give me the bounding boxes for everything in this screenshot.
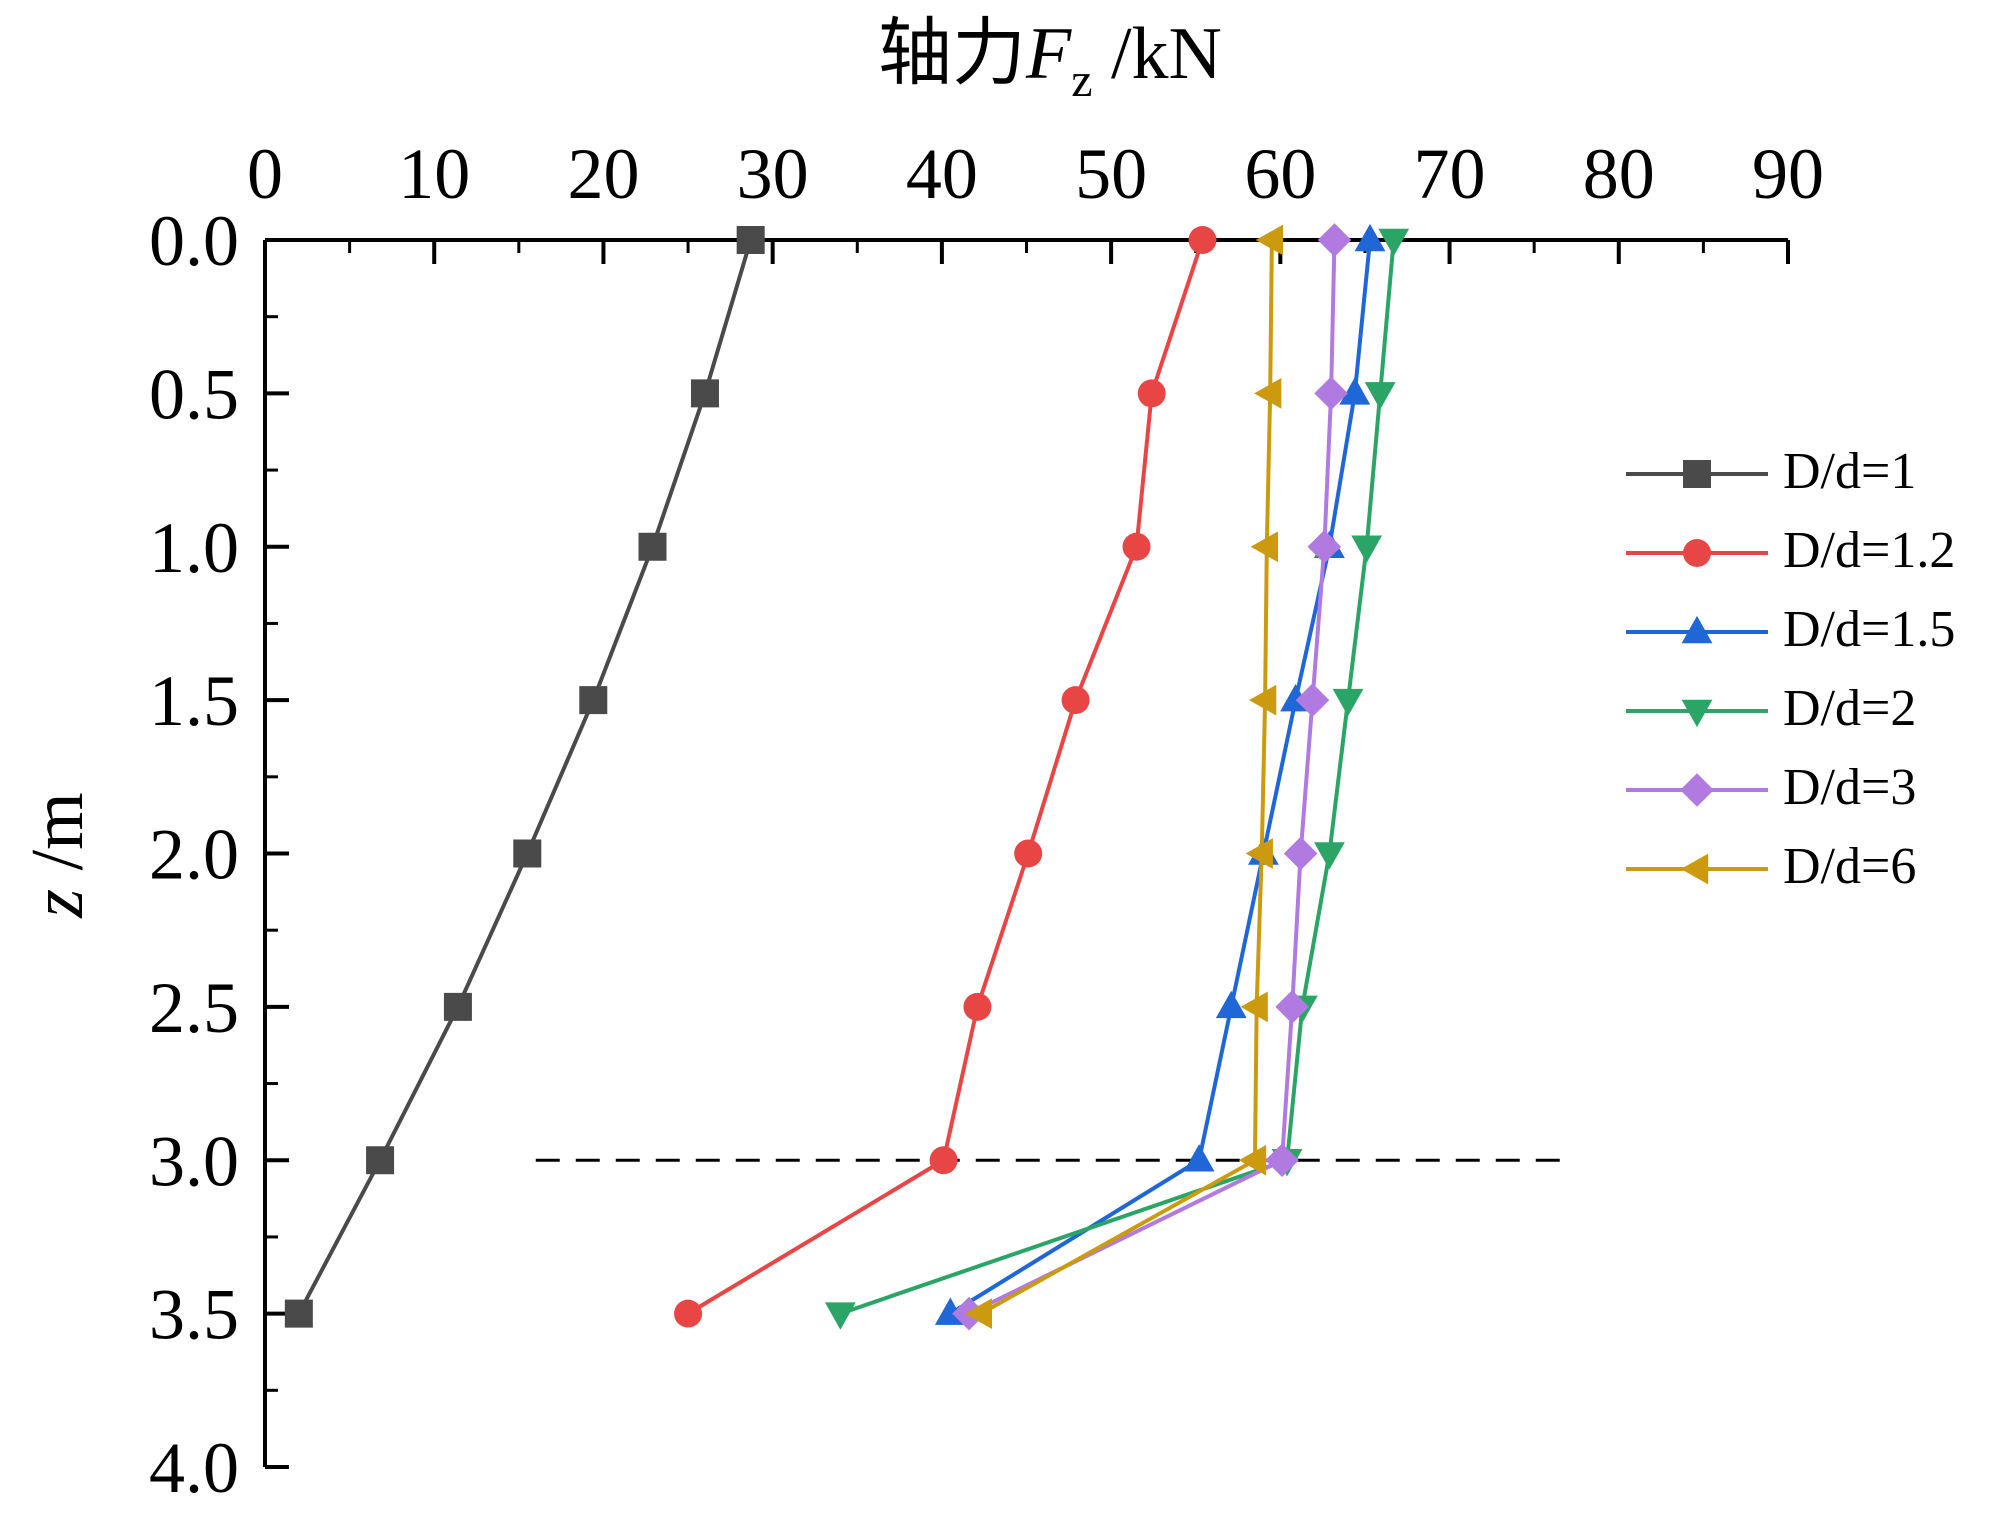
series-line bbox=[297, 239, 753, 1315]
marker bbox=[1354, 223, 1386, 252]
x-tick-label: 50 bbox=[1075, 134, 1147, 214]
series-line bbox=[949, 239, 1373, 1316]
legend-label: D/d=3 bbox=[1783, 759, 1916, 816]
marker bbox=[690, 379, 719, 408]
marker bbox=[1307, 529, 1342, 564]
legend-label: D/d=1.5 bbox=[1783, 601, 1955, 658]
marker bbox=[824, 1302, 856, 1330]
y-label-symbol: z bbox=[17, 889, 99, 919]
x-tick-label: 20 bbox=[567, 134, 639, 214]
marker bbox=[1265, 1143, 1299, 1178]
x-tick-label: 40 bbox=[906, 134, 978, 214]
marker bbox=[1215, 990, 1247, 1019]
x-tick-label: 10 bbox=[398, 134, 470, 214]
marker bbox=[1317, 223, 1352, 257]
series-line bbox=[968, 239, 1337, 1316]
y-tick-label: 0.5 bbox=[149, 354, 239, 434]
marker bbox=[1061, 686, 1090, 715]
legend-marker bbox=[1681, 615, 1713, 644]
y-tick-label: 3.5 bbox=[149, 1275, 239, 1355]
y-tick-label: 0.0 bbox=[149, 201, 239, 281]
legend-label: D/d=2 bbox=[1783, 680, 1916, 737]
marker bbox=[366, 1146, 395, 1175]
marker bbox=[1339, 377, 1371, 405]
x-label-symbol: F bbox=[1025, 13, 1072, 95]
marker bbox=[638, 532, 667, 561]
marker bbox=[1283, 836, 1318, 871]
y-axis-label: z /m bbox=[17, 792, 99, 918]
marker bbox=[1014, 839, 1043, 868]
marker bbox=[1238, 1144, 1267, 1176]
legend-label: D/d=1 bbox=[1783, 443, 1916, 500]
marker bbox=[1245, 838, 1273, 869]
legend-marker bbox=[1683, 539, 1711, 567]
y-label-unit: /m bbox=[17, 792, 99, 889]
x-tick-label: 30 bbox=[737, 134, 809, 214]
legend-marker bbox=[1683, 460, 1711, 488]
marker bbox=[443, 992, 472, 1021]
legend-marker bbox=[1680, 853, 1709, 885]
x-label-text: 轴力 bbox=[878, 13, 1026, 95]
marker bbox=[1249, 684, 1277, 716]
marker bbox=[1378, 228, 1410, 257]
marker bbox=[674, 1299, 703, 1328]
marker bbox=[964, 1298, 993, 1330]
x-axis-label: 轴力Fz /kN bbox=[878, 13, 1222, 107]
marker bbox=[1332, 688, 1364, 717]
marker bbox=[1137, 379, 1166, 408]
y-tick-label: 2.5 bbox=[149, 968, 239, 1048]
marker bbox=[929, 1146, 958, 1175]
marker bbox=[513, 839, 542, 868]
marker bbox=[1254, 377, 1282, 409]
marker bbox=[1255, 224, 1284, 256]
series-line bbox=[839, 239, 1396, 1316]
series-line bbox=[687, 239, 1205, 1316]
legend-label: D/d=6 bbox=[1783, 838, 1916, 895]
legend-marker bbox=[1681, 699, 1713, 728]
marker bbox=[736, 226, 765, 254]
x-tick-label: 0 bbox=[247, 134, 283, 214]
marker bbox=[579, 686, 608, 715]
marker bbox=[1314, 376, 1348, 411]
x-tick-label: 60 bbox=[1244, 134, 1316, 214]
x-label-subscript: z bbox=[1071, 54, 1092, 107]
marker bbox=[1250, 531, 1278, 563]
legend-label: D/d=1.2 bbox=[1783, 522, 1955, 579]
marker bbox=[1275, 990, 1309, 1024]
x-tick-label: 70 bbox=[1414, 134, 1486, 214]
marker bbox=[1183, 1144, 1215, 1172]
y-tick-label: 2.0 bbox=[149, 815, 239, 895]
y-tick-label: 1.0 bbox=[149, 508, 239, 588]
y-tick-label: 1.5 bbox=[149, 661, 239, 741]
marker bbox=[963, 992, 992, 1021]
y-tick-label: 3.0 bbox=[149, 1121, 239, 1201]
series-line bbox=[979, 239, 1274, 1316]
marker bbox=[284, 1299, 313, 1328]
marker bbox=[1364, 382, 1396, 410]
marker bbox=[1295, 683, 1330, 717]
y-tick-label: 4.0 bbox=[149, 1428, 239, 1508]
legend-marker bbox=[1680, 773, 1714, 807]
marker bbox=[1240, 991, 1268, 1023]
x-tick-label: 80 bbox=[1583, 134, 1655, 214]
marker bbox=[1122, 532, 1151, 561]
marker bbox=[1351, 535, 1383, 563]
x-tick-label: 90 bbox=[1752, 134, 1824, 214]
marker bbox=[1314, 842, 1345, 870]
x-label-unit: /kN bbox=[1093, 13, 1223, 95]
marker bbox=[1188, 226, 1217, 254]
